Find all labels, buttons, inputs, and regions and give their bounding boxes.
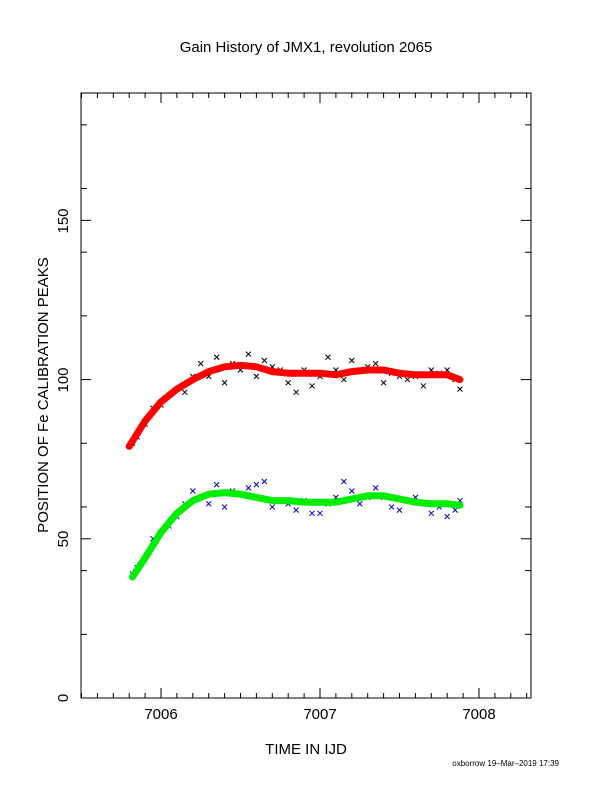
- series-layer: [125, 351, 464, 581]
- data-point: [457, 386, 463, 392]
- data-point: [285, 379, 292, 386]
- chart-title: Gain History of JMX1, revolution 2065: [180, 39, 433, 56]
- data-point: [261, 478, 268, 485]
- series-2: [129, 478, 463, 577]
- data-point: [253, 373, 260, 380]
- data-point: [189, 488, 196, 494]
- y-tick-label: 0: [55, 694, 72, 702]
- data-point: [309, 383, 315, 389]
- data-point: [444, 513, 451, 520]
- data-point: [245, 484, 252, 491]
- data-point: [420, 383, 427, 389]
- data-point: [213, 481, 220, 488]
- x-tick-label: 7008: [462, 706, 495, 723]
- data-point: [261, 357, 268, 364]
- data-point: [388, 504, 395, 510]
- data-point: [340, 376, 347, 383]
- y-tick-label: 150: [55, 208, 72, 233]
- data-point: [348, 357, 355, 364]
- y-tick-label: 50: [55, 531, 72, 548]
- data-point: [181, 389, 188, 396]
- x-axis-ticks: [81, 93, 528, 698]
- data-point: [309, 510, 315, 517]
- fit-line: [128, 489, 464, 581]
- series-1: [129, 351, 463, 447]
- footer-stamp: oxborrow 19–Mar–2019 17:39: [452, 759, 559, 768]
- data-point: [396, 507, 403, 513]
- data-point: [221, 504, 228, 510]
- x-tick-label: 7007: [303, 706, 336, 723]
- y-axis-label: POSITION OF Fe CALIBRATION PEAKS: [35, 257, 52, 533]
- data-point: [293, 507, 300, 513]
- series-3: [125, 361, 464, 450]
- data-point: [372, 484, 379, 491]
- data-point: [372, 360, 379, 367]
- data-point: [428, 510, 435, 517]
- data-point: [213, 354, 220, 361]
- x-tick-label: 7006: [144, 706, 177, 723]
- data-point: [325, 354, 331, 361]
- fit-line: [125, 361, 464, 450]
- data-point: [269, 504, 276, 510]
- data-point: [221, 379, 228, 386]
- data-point: [340, 478, 347, 485]
- data-point: [380, 379, 387, 386]
- y-tick-label: 100: [55, 367, 72, 392]
- plot-frame: [80, 92, 532, 699]
- data-point: [253, 481, 260, 488]
- data-point: [404, 376, 411, 383]
- data-point: [197, 360, 204, 367]
- x-axis-label: TIME IN IJD: [265, 741, 347, 758]
- series-4: [128, 489, 464, 581]
- data-point: [293, 389, 300, 396]
- data-point: [317, 510, 323, 517]
- data-point: [348, 488, 355, 494]
- data-point: [356, 500, 363, 507]
- y-axis-ticks: [81, 124, 531, 699]
- data-point: [245, 351, 252, 357]
- data-point: [205, 500, 212, 507]
